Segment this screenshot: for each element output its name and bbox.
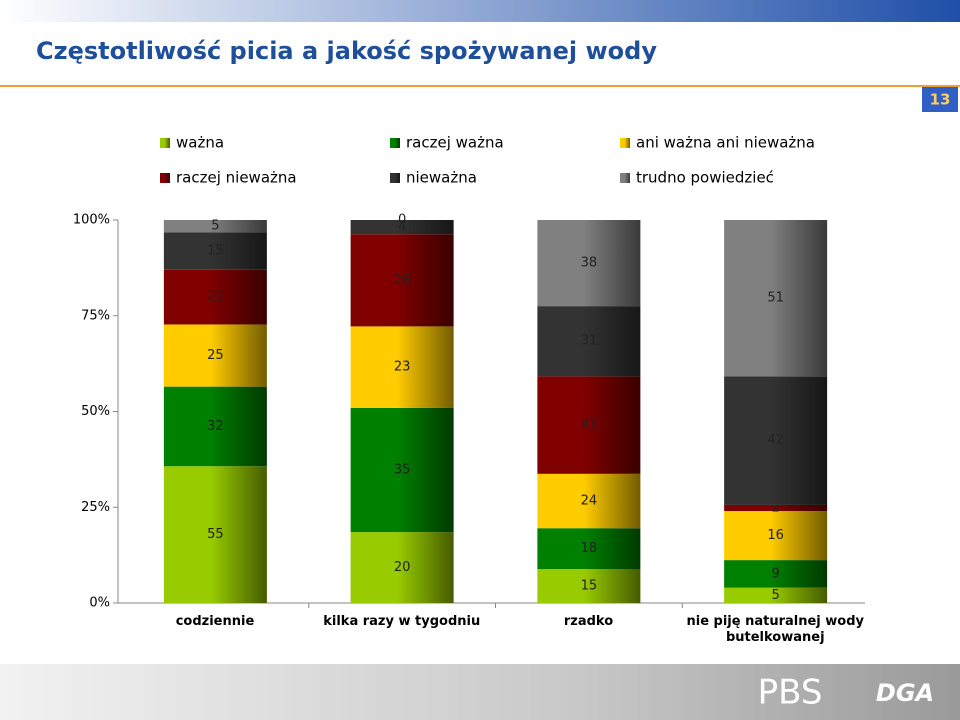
bar-segment	[350, 407, 454, 533]
x-tick-label: nie piję naturalnej wody butelkowanej	[686, 614, 865, 645]
data-label: 24	[581, 494, 598, 509]
x-tick-label: codziennie	[175, 614, 255, 629]
legend-label: raczej ważna	[406, 134, 504, 152]
page-badge	[922, 87, 958, 112]
legend-swatch	[620, 173, 630, 183]
bar-segment	[724, 220, 828, 377]
bar-segment	[537, 376, 641, 474]
bar-segment	[350, 234, 454, 327]
data-label: 42	[767, 433, 784, 448]
bar-segment	[724, 587, 828, 603]
data-label: 43	[581, 418, 598, 433]
data-label: 23	[394, 360, 411, 375]
bar-segment	[537, 306, 641, 377]
y-tick-label: 25%	[81, 500, 110, 515]
data-label: 31	[581, 334, 598, 349]
legend-swatch	[160, 173, 170, 183]
bar-segment	[163, 466, 267, 603]
chart-title: Częstotliwość picia a jakość spożywanej …	[36, 37, 657, 65]
legend-label: ani ważna ani nieważna	[636, 134, 815, 152]
legend-swatch	[620, 138, 630, 148]
bar-segment	[163, 220, 267, 233]
bar-segment	[350, 220, 454, 235]
x-tick-label: kilka razy w tygodniu	[323, 614, 481, 629]
x-tick-label: rzadko	[563, 614, 614, 629]
header-band	[0, 0, 960, 22]
data-label: 55	[207, 527, 224, 542]
data-label: 15	[581, 579, 598, 594]
bar-segment	[537, 569, 641, 603]
data-label: 5	[771, 588, 779, 603]
bar-segment	[163, 269, 267, 325]
bar-segment	[537, 473, 641, 529]
legend-swatch	[390, 138, 400, 148]
bar-segment	[163, 324, 267, 387]
bar-segment	[163, 232, 267, 270]
data-label: 38	[581, 256, 598, 271]
data-label: 18	[581, 541, 598, 556]
data-label: 20	[394, 560, 411, 575]
legend-label: raczej nieważna	[176, 169, 297, 187]
bar-segment	[724, 511, 828, 561]
data-label: 15	[207, 244, 224, 259]
y-tick-label: 0%	[89, 596, 110, 611]
bar-segment	[724, 560, 828, 588]
legend-label: trudno powiedzieć	[636, 169, 774, 187]
bar-segment	[163, 386, 267, 467]
data-label: 16	[767, 528, 784, 543]
bar-segment	[724, 504, 828, 512]
data-label: 0	[398, 213, 406, 228]
bar-segment	[350, 532, 454, 603]
data-label: 25	[207, 348, 224, 363]
y-tick-label: 50%	[81, 404, 110, 419]
data-label: 26	[394, 273, 411, 288]
data-label: 35	[394, 463, 411, 478]
header-rule	[0, 85, 960, 87]
data-label: 22	[207, 290, 224, 305]
logo-brand: PBS	[758, 673, 823, 713]
logo-partner: DGA	[876, 679, 934, 707]
footer-band	[0, 664, 960, 720]
data-label: 32	[207, 419, 224, 434]
bar-segment	[537, 220, 641, 307]
bar-segment	[350, 326, 454, 408]
y-tick-label: 100%	[73, 213, 110, 228]
y-tick-label: 75%	[81, 308, 110, 323]
page-number: 13	[930, 91, 951, 109]
data-label: 51	[767, 291, 784, 306]
legend-swatch	[160, 138, 170, 148]
bar-segment	[724, 376, 828, 505]
legend-label: nieważna	[406, 169, 477, 187]
data-label: 4	[398, 220, 406, 235]
legend-swatch	[390, 173, 400, 183]
bar-segment	[537, 528, 641, 570]
data-label: 2	[771, 501, 779, 516]
data-label: 9	[771, 566, 779, 581]
legend-label: ważna	[176, 134, 224, 152]
data-label: 5	[211, 219, 219, 234]
